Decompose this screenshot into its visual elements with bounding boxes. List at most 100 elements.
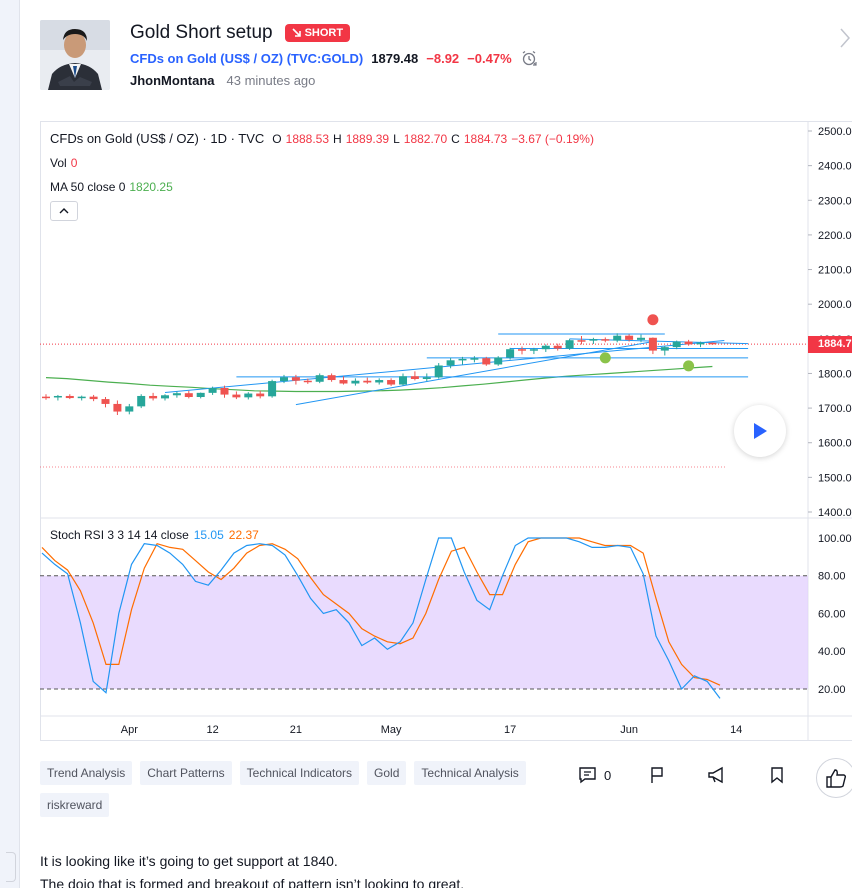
candle-body xyxy=(589,339,598,341)
tag-riskreward[interactable]: riskreward xyxy=(40,793,110,817)
chart-container[interactable] xyxy=(40,121,852,741)
comments-count: 0 xyxy=(604,767,612,783)
candle-body xyxy=(410,376,419,379)
legend-change: −3.67 (−0.19%) xyxy=(511,131,594,146)
tag-trend-analysis[interactable]: Trend Analysis xyxy=(40,761,133,785)
candle-body xyxy=(684,341,693,345)
candle-body xyxy=(648,337,657,351)
ma-label: MA 50 close 0 xyxy=(50,180,126,194)
stoch-rsi-k-value: 15.05 xyxy=(193,528,224,542)
candle-body xyxy=(470,358,479,360)
tag-technical-analysis[interactable]: Technical Analysis xyxy=(414,761,526,785)
candle-body xyxy=(113,403,122,412)
tag-chart-patterns[interactable]: Chart Patterns xyxy=(140,761,232,785)
y-tick-label: 1700.0 xyxy=(818,403,852,415)
legend-symbol: CFDs on Gold (US$ / OZ) · 1D · TVC xyxy=(50,131,265,146)
candle-body xyxy=(637,337,645,340)
legend-close-label: C xyxy=(451,131,460,146)
comment-icon xyxy=(579,767,596,784)
comments-button[interactable]: 0 xyxy=(578,766,611,784)
play-button[interactable] xyxy=(734,405,786,457)
stoch-rsi-d-value: 22.37 xyxy=(228,528,259,542)
candle-body xyxy=(506,349,515,358)
chevron-up-icon xyxy=(59,208,69,214)
candle-body xyxy=(339,380,348,384)
y-tick-label: 1600.0 xyxy=(818,438,852,450)
candle-body xyxy=(232,394,241,398)
candle-body xyxy=(553,345,562,349)
candle-body xyxy=(280,377,288,382)
published-time: 43 minutes ago xyxy=(226,73,316,88)
candle-body xyxy=(375,380,384,383)
y-tick-label: 2400.0 xyxy=(818,161,852,173)
chart-legend: CFDs on Gold (US$ / OZ) · 1D · TVC O 1888… xyxy=(50,131,594,146)
candle-body xyxy=(363,380,372,383)
short-badge: SHORT xyxy=(284,24,351,42)
last-price-tag: 1884.7 xyxy=(808,336,852,353)
x-tick-label: 14 xyxy=(730,724,742,736)
y-tick-label: 1400.0 xyxy=(818,507,852,519)
stoch-rsi-label: Stoch RSI 3 3 14 14 close xyxy=(50,528,189,542)
y-tick-label: 1800.0 xyxy=(818,368,852,380)
candle-body xyxy=(315,375,324,382)
share-button[interactable] xyxy=(707,766,727,784)
candle-body xyxy=(708,342,717,345)
ma-value: 1820.25 xyxy=(129,180,173,194)
candle-body xyxy=(494,357,503,365)
x-tick-label: 17 xyxy=(504,724,516,736)
bookmark-button[interactable] xyxy=(769,766,785,784)
arrow-down-right-icon xyxy=(292,28,301,37)
ma-legend: MA 50 close 0 1820.25 xyxy=(50,180,173,194)
bookmark-icon xyxy=(771,767,783,784)
volume-label: Vol xyxy=(50,156,67,170)
candle-body xyxy=(208,388,217,393)
candle-body xyxy=(77,396,86,399)
author-avatar[interactable] xyxy=(40,20,110,90)
candle-body xyxy=(541,345,550,350)
buy-signal-marker xyxy=(683,360,695,372)
candle-body xyxy=(256,393,265,397)
y-tick-label: 2200.0 xyxy=(818,230,852,242)
candle-body xyxy=(660,347,669,351)
candle-body xyxy=(291,377,300,381)
candle-body xyxy=(446,360,455,366)
author-name[interactable]: JhonMontana xyxy=(130,73,215,88)
stoch-rsi-d-line xyxy=(41,537,721,686)
ma-line xyxy=(45,365,713,393)
badge-label: SHORT xyxy=(304,27,344,39)
symbol-change-percent: −0.47% xyxy=(467,50,512,66)
tag-gold[interactable]: Gold xyxy=(367,761,407,785)
symbol-price: 1879.48 xyxy=(371,50,419,66)
buy-signal-marker xyxy=(599,352,611,364)
candle-body xyxy=(125,406,134,412)
x-tick-label: Apr xyxy=(121,724,138,736)
trendline xyxy=(164,340,725,394)
tag-technical-indicators[interactable]: Technical Indicators xyxy=(239,761,360,785)
chevron-right-icon[interactable] xyxy=(838,26,852,50)
legend-low-label: L xyxy=(393,131,400,146)
candle-body xyxy=(696,342,705,345)
legend-open: 1888.53 xyxy=(285,131,330,146)
left-panel-edge[interactable] xyxy=(0,0,20,888)
like-button[interactable] xyxy=(816,758,852,798)
candle-body xyxy=(672,341,681,348)
volume-value: 0 xyxy=(70,156,78,170)
collapse-legend-button[interactable] xyxy=(50,201,78,221)
trendline xyxy=(295,341,653,406)
candle-body xyxy=(137,395,146,407)
candle-body xyxy=(184,393,193,398)
idea-actions: 0 xyxy=(578,766,785,784)
candle-body xyxy=(89,396,98,400)
alarm-clock-icon[interactable] xyxy=(520,49,538,67)
symbol-link[interactable]: CFDs on Gold (US$ / OZ) (TVC:GOLD) xyxy=(130,50,364,66)
x-tick-label: 12 xyxy=(206,724,218,736)
candle-body xyxy=(101,399,110,404)
candle-body xyxy=(327,375,336,381)
candle-body xyxy=(458,358,467,361)
panel-handle[interactable] xyxy=(6,852,16,882)
legend-close: 1884.73 xyxy=(463,131,508,146)
description-line: The dojo that is formed and breakout of … xyxy=(40,876,465,888)
flag-button[interactable] xyxy=(649,766,665,784)
megaphone-icon xyxy=(708,766,723,784)
